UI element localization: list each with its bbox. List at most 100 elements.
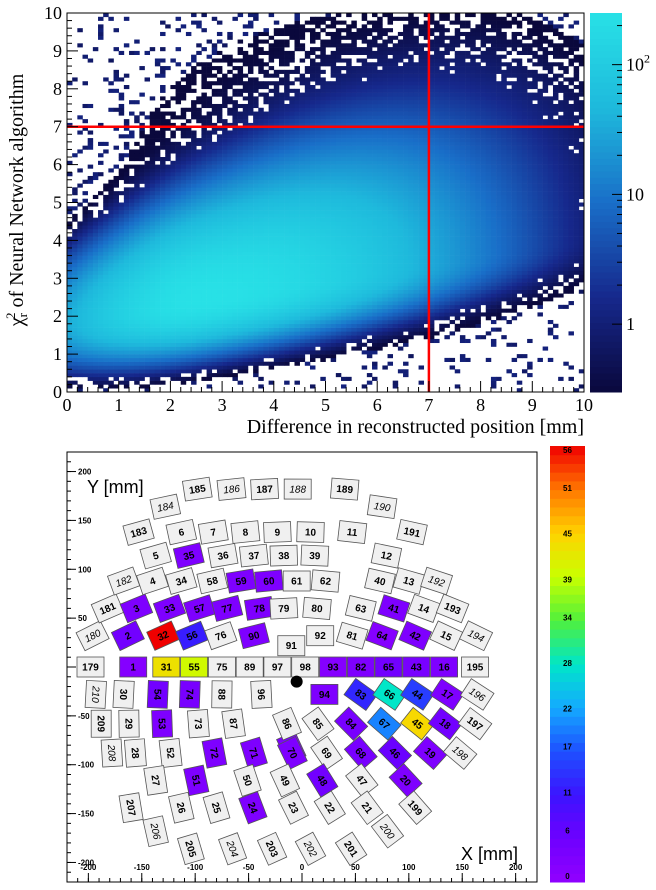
- heatmap-bin: [103, 297, 109, 302]
- heatmap-bin: [258, 316, 264, 321]
- heatmap-bin: [144, 365, 151, 370]
- heatmap-bin: [325, 141, 331, 146]
- heatmap-bin: [382, 289, 388, 294]
- heatmap-bin: [294, 319, 300, 325]
- heatmap-bin: [403, 232, 409, 237]
- heatmap-bin: [232, 346, 238, 351]
- heatmap-bin: [309, 270, 316, 275]
- heatmap-bin: [144, 244, 151, 249]
- heatmap-bin: [284, 244, 290, 249]
- heatmap-bin: [372, 247, 378, 253]
- heatmap-bin: [175, 164, 182, 169]
- heatmap-bin: [284, 342, 290, 347]
- heatmap-bin: [382, 259, 388, 264]
- heatmap-bin: [160, 73, 166, 78]
- heatmap-bin: [284, 357, 290, 362]
- heatmap-bin: [82, 126, 88, 131]
- heatmap-bin: [191, 376, 197, 381]
- heatmap-bin: [175, 350, 182, 355]
- heatmap-bin: [356, 81, 362, 86]
- heatmap-bin: [170, 175, 176, 181]
- heatmap-bin: [185, 225, 192, 230]
- heatmap-bin: [403, 240, 409, 245]
- heatmap-bin: [201, 202, 207, 207]
- heatmap-bin: [268, 183, 275, 188]
- heatmap-bin: [103, 361, 109, 366]
- heatmap-bin: [397, 145, 404, 150]
- heatmap-bin: [123, 221, 130, 226]
- heatmap-bin: [67, 240, 73, 245]
- heatmap-bin: [387, 323, 394, 328]
- heatmap-bin: [165, 100, 171, 105]
- heatmap-bin: [201, 244, 207, 249]
- heatmap-bin: [232, 77, 238, 82]
- heatmap-bin: [278, 138, 285, 143]
- heatmap-bin: [160, 138, 166, 143]
- heatmap-bin: [103, 217, 109, 222]
- heatmap-bin: [377, 16, 383, 21]
- heatmap-bin: [139, 304, 145, 309]
- heatmap-bin: [366, 346, 373, 351]
- heatmap-bin: [382, 168, 388, 173]
- heatmap-bin: [82, 365, 88, 370]
- heatmap-bin: [160, 244, 166, 249]
- heatmap-bin: [92, 365, 99, 370]
- heatmap-bin: [222, 229, 228, 234]
- heatmap-bin: [361, 221, 368, 226]
- heatmap-bin: [397, 316, 404, 321]
- heatmap-bin: [268, 194, 275, 200]
- heatmap-bin: [341, 73, 347, 78]
- heatmap-bin: [294, 380, 300, 385]
- heatmap-bin: [309, 115, 316, 120]
- heatmap-bin: [154, 346, 161, 351]
- heatmap-bin: [154, 198, 161, 203]
- heatmap-bin: [253, 319, 259, 325]
- heatmap-bin: [346, 28, 352, 33]
- heatmap-bin: [309, 297, 316, 302]
- heatmap-bin: [242, 221, 249, 226]
- heatmap-bin: [108, 187, 114, 192]
- heatmap-bin: [309, 28, 316, 33]
- heatmap-bin: [134, 297, 140, 302]
- heatmap-bin: [253, 145, 259, 150]
- heatmap-bin: [247, 263, 254, 268]
- heatmap-bin: [299, 73, 306, 78]
- heatmap-bin: [335, 153, 342, 158]
- heatmap-bin: [139, 122, 145, 127]
- heatmap-bin: [253, 39, 259, 44]
- heatmap-bin: [180, 92, 187, 97]
- heatmap-bin: [387, 221, 394, 226]
- heatmap-bin: [397, 304, 404, 309]
- heatmap-bin: [149, 111, 156, 116]
- heatmap-bin: [185, 229, 192, 234]
- heatmap-bin: [382, 107, 388, 112]
- heatmap-bin: [206, 342, 213, 347]
- heatmap-bin: [346, 323, 352, 328]
- heatmap-bin: [206, 301, 213, 306]
- heatmap-bin: [356, 187, 362, 192]
- heatmap-bin: [278, 191, 285, 196]
- heatmap-bin: [242, 111, 249, 116]
- heatmap-bin: [253, 149, 259, 154]
- heatmap-bin: [335, 232, 342, 237]
- heatmap-bin: [191, 100, 197, 105]
- heatmap-bin: [227, 130, 233, 135]
- heatmap-bin: [397, 369, 404, 374]
- heatmap-bin: [232, 168, 238, 173]
- heatmap-bin: [284, 285, 290, 290]
- heatmap-bin: [165, 119, 171, 124]
- heatmap-bin: [372, 255, 378, 260]
- heatmap-bin: [278, 210, 285, 215]
- heatmap-bin: [397, 168, 404, 173]
- heatmap-bin: [160, 304, 166, 309]
- heatmap-bin: [377, 24, 383, 29]
- heatmap-bin: [160, 327, 166, 332]
- heatmap-bin: [149, 361, 156, 366]
- heatmap-bin: [268, 179, 275, 184]
- heatmap-bin: [206, 259, 213, 264]
- heatmap-bin: [356, 312, 362, 317]
- heatmap-bin: [263, 247, 269, 253]
- heatmap-bin: [180, 270, 187, 275]
- heatmap-bin: [242, 350, 249, 355]
- heatmap-bin: [242, 301, 249, 306]
